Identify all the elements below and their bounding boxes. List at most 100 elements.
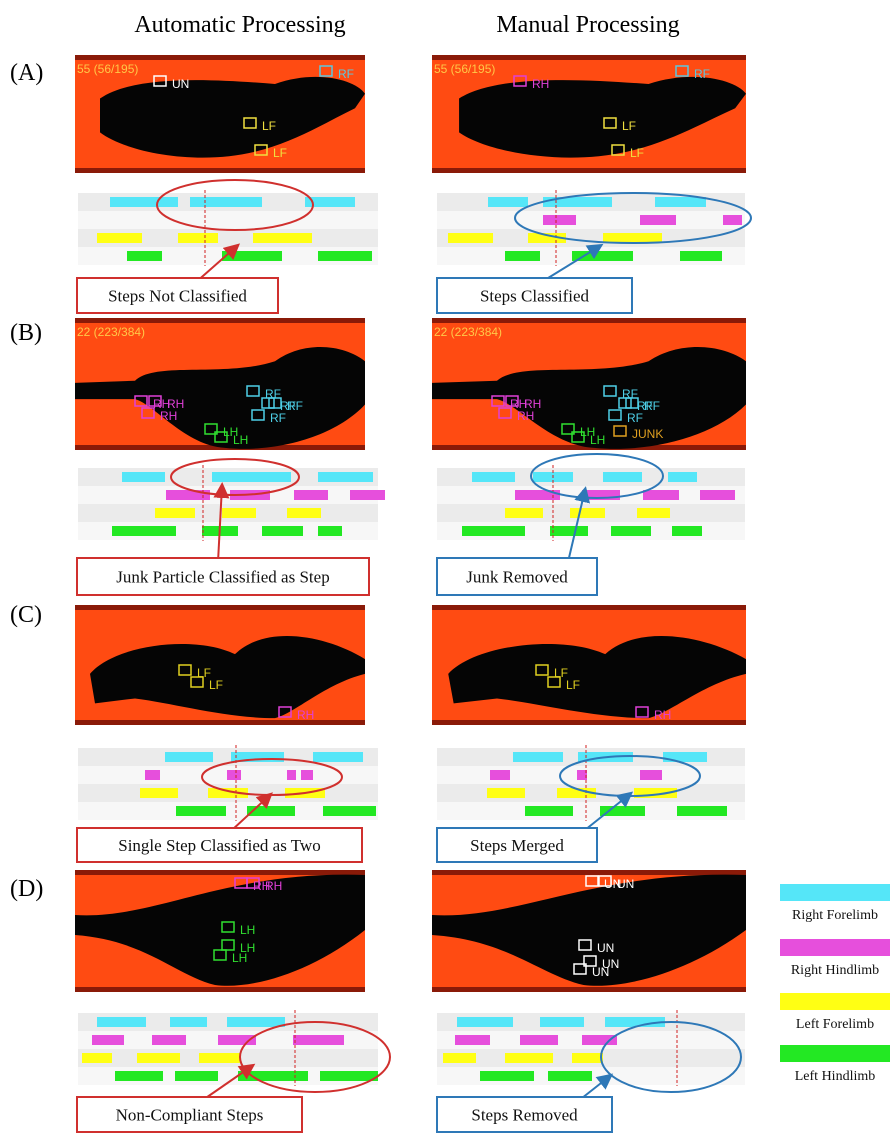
timeline-row	[78, 211, 378, 229]
step-bar	[582, 1035, 617, 1045]
frame-edge	[75, 987, 365, 992]
frame-counter: 55 (56/195)	[434, 62, 495, 76]
step-bar	[170, 1017, 207, 1027]
step-bar	[212, 472, 291, 482]
step-bar	[350, 490, 385, 500]
step-bar	[110, 197, 178, 207]
frame-edge	[75, 870, 365, 875]
frame-edge	[432, 605, 746, 610]
paw-tag: RF	[338, 67, 354, 81]
paw-tag: RF	[644, 399, 660, 413]
paw-tag: LF	[273, 146, 287, 160]
paw-tag: LF	[209, 678, 223, 692]
paw-tag: RH	[654, 708, 671, 722]
paw-tag: RF	[265, 387, 281, 401]
step-bar	[165, 752, 213, 762]
step-bar	[152, 1035, 186, 1045]
paw-tag: LH	[590, 433, 605, 447]
step-bar	[318, 526, 342, 536]
frame-edge	[432, 870, 746, 875]
step-bar	[176, 806, 226, 816]
frame-edge	[432, 318, 746, 323]
panel-label: (A)	[10, 60, 43, 86]
legend-label: Left Forelimb	[796, 1017, 874, 1032]
step-bar	[262, 526, 303, 536]
step-bar	[543, 215, 576, 225]
step-bar	[655, 197, 706, 207]
paw-tag: LF	[566, 678, 580, 692]
legend-label: Right Hindlimb	[791, 963, 879, 978]
step-bar	[448, 233, 493, 243]
paw-tag: LF	[262, 119, 276, 133]
frame-edge	[432, 168, 746, 173]
paw-tag: RH	[265, 879, 282, 893]
legend-swatch	[780, 1045, 890, 1062]
step-bar	[505, 508, 543, 518]
step-bar	[318, 472, 373, 482]
paw-tag: RF	[270, 411, 286, 425]
column-header: Automatic Processing	[134, 12, 345, 38]
step-bar	[127, 251, 162, 261]
step-bar	[668, 472, 697, 482]
step-bar	[603, 472, 642, 482]
paw-tag: UN	[172, 77, 189, 91]
step-bar	[92, 1035, 124, 1045]
paw-tag: RH	[297, 708, 314, 722]
step-bar	[570, 508, 605, 518]
step-bar	[175, 1071, 218, 1081]
legend-swatch	[780, 939, 890, 956]
step-bar	[640, 770, 662, 780]
step-bar	[663, 752, 707, 762]
step-bar	[643, 490, 679, 500]
step-bar	[490, 770, 510, 780]
step-bar	[572, 251, 633, 261]
step-bar	[543, 197, 612, 207]
paw-tag: JUNK	[632, 427, 663, 441]
legend-swatch	[780, 884, 890, 901]
step-bar	[293, 1035, 344, 1045]
paw-tag: RF	[694, 67, 710, 81]
step-bar	[178, 233, 218, 243]
frame-counter: 55 (56/195)	[77, 62, 138, 76]
step-bar	[227, 770, 241, 780]
step-bar	[190, 197, 262, 207]
step-bar	[700, 490, 735, 500]
paw-tag: LF	[622, 119, 636, 133]
paw-tag: UN	[617, 877, 634, 891]
step-bar	[140, 788, 178, 798]
paw-tag: LH	[240, 923, 255, 937]
step-bar	[680, 251, 722, 261]
step-bar	[443, 1053, 476, 1063]
legend-label: Right Forelimb	[792, 908, 878, 923]
column-header: Manual Processing	[496, 12, 679, 38]
step-bar	[155, 508, 195, 518]
frame-edge	[75, 55, 365, 60]
step-bar	[199, 1053, 240, 1063]
step-bar	[488, 197, 528, 207]
step-bar	[572, 1053, 603, 1063]
step-bar	[487, 788, 525, 798]
callout-text: Steps Not Classified	[108, 287, 247, 306]
figure: Automatic Processing Manual Processing (…	[0, 0, 896, 1135]
step-bar	[247, 806, 295, 816]
step-bar	[600, 806, 645, 816]
step-bar	[137, 1053, 180, 1063]
step-bar	[287, 770, 296, 780]
frame-edge	[75, 168, 365, 173]
paw-tag: LH	[233, 433, 248, 447]
frame-counter: 22 (223/384)	[434, 325, 502, 339]
paw-tag: RH	[160, 409, 177, 423]
callout-text: Steps Merged	[470, 836, 564, 855]
callout-text: Steps Classified	[480, 287, 590, 306]
paw-tag: LH	[232, 951, 247, 965]
frame-counter: 22 (223/384)	[77, 325, 145, 339]
step-bar	[227, 1017, 285, 1027]
page: Automatic Processing Manual Processing (…	[0, 0, 896, 1135]
paw-tag: UN	[597, 941, 614, 955]
step-bar	[640, 215, 676, 225]
step-bar	[122, 472, 165, 482]
paw-tag: UN	[592, 965, 609, 979]
step-bar	[513, 752, 563, 762]
callout-text: Single Step Classified as Two	[118, 836, 321, 855]
step-bar	[222, 508, 256, 518]
